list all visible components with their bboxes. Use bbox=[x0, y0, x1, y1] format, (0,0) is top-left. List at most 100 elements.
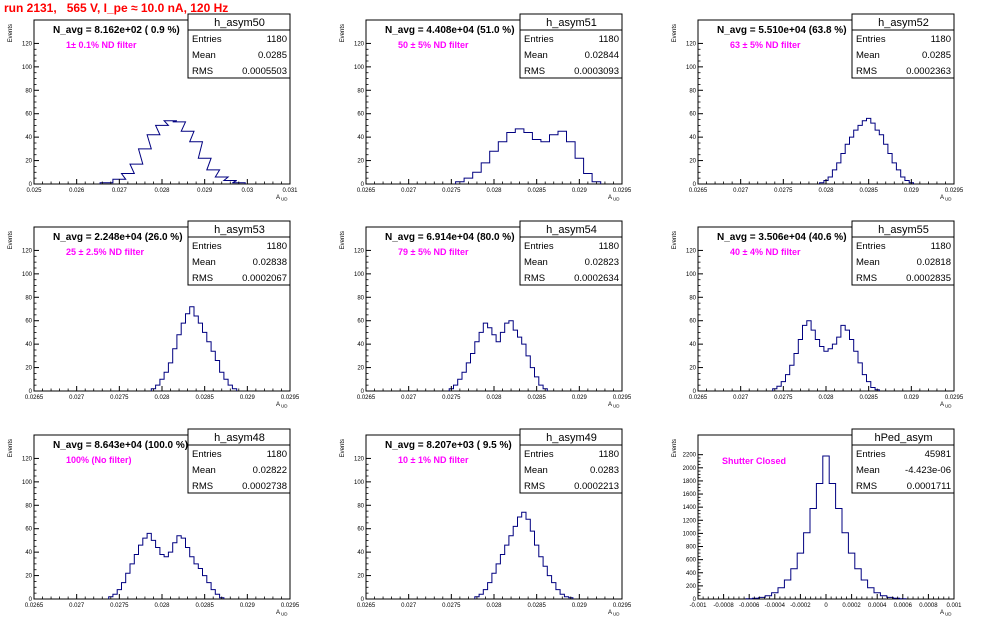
x-axis-label: A bbox=[940, 610, 944, 616]
x-tick-label: 0.027 bbox=[69, 395, 85, 401]
stats-value-rms: 0.0002213 bbox=[574, 481, 619, 492]
x-tick-label: 0.0265 bbox=[25, 603, 44, 609]
stats-value-rms: 0.0002067 bbox=[242, 273, 287, 284]
stats-value-entries: 1180 bbox=[267, 241, 287, 252]
stats-label-mean: Mean bbox=[192, 465, 216, 476]
x-axis-label: A bbox=[940, 402, 944, 408]
navg-label: N_avg = 2.248e+04 (26.0 %) bbox=[53, 232, 183, 243]
x-tick-label: 0.0265 bbox=[689, 188, 708, 194]
y-tick-label: 20 bbox=[25, 574, 32, 580]
stats-value-rms: 0.0002634 bbox=[574, 273, 619, 284]
stats-label-mean: Mean bbox=[192, 50, 216, 61]
stats-label-mean: Mean bbox=[524, 50, 548, 61]
x-tick-label: 0.0295 bbox=[281, 603, 300, 609]
x-tick-label: -0.0008 bbox=[713, 603, 734, 609]
y-tick-label: 120 bbox=[354, 248, 365, 254]
y-tick-label: 40 bbox=[357, 342, 364, 348]
stats-value-entries: 1180 bbox=[599, 449, 619, 460]
y-tick-label: 60 bbox=[25, 319, 32, 325]
stats-value-mean: -4.423e-06 bbox=[905, 465, 951, 476]
y-tick-label: 20 bbox=[689, 366, 696, 372]
stats-value-rms: 0.0005503 bbox=[242, 66, 287, 77]
y-tick-label: 60 bbox=[25, 112, 32, 118]
x-axis-label: A bbox=[940, 195, 944, 201]
y-tick-label: 0 bbox=[693, 182, 697, 188]
y-tick-label: 100 bbox=[686, 272, 697, 278]
x-axis-label: A bbox=[276, 195, 280, 201]
navg-label: N_avg = 8.643e+04 (100.0 %) bbox=[53, 440, 188, 451]
stats-label-entries: Entries bbox=[524, 34, 554, 45]
stats-value-rms: 0.0002738 bbox=[242, 481, 287, 492]
x-tick-label: 0.029 bbox=[197, 188, 213, 194]
stats-value-mean: 0.02844 bbox=[585, 50, 619, 61]
y-tick-label: 1800 bbox=[683, 479, 697, 485]
stats-label-mean: Mean bbox=[192, 257, 216, 268]
y-tick-label: 100 bbox=[22, 272, 33, 278]
stats-value-entries: 1180 bbox=[931, 34, 951, 45]
histogram-svg: -0.001 -0.0008 -0.0006 -0.0004 -0.0002 0 0.000… bbox=[672, 428, 962, 617]
y-tick-label: 1400 bbox=[683, 505, 697, 511]
x-tick-label: 0.027 bbox=[401, 188, 417, 194]
filter-label: Shutter Closed bbox=[722, 456, 786, 466]
histogram-name: h_asym55 bbox=[878, 224, 929, 236]
histogram-name: h_asym49 bbox=[546, 432, 597, 444]
histogram-line bbox=[745, 455, 907, 600]
y-tick-label: 600 bbox=[686, 558, 697, 564]
x-tick-label: 0.0275 bbox=[774, 188, 793, 194]
x-tick-label: -0.0006 bbox=[739, 603, 760, 609]
stats-label-entries: Entries bbox=[856, 241, 886, 252]
y-tick-label: 1200 bbox=[683, 518, 697, 524]
x-tick-label: 0.0295 bbox=[945, 188, 964, 194]
filter-label: 40 ± 4% ND filter bbox=[730, 247, 801, 257]
y-tick-label: 0 bbox=[361, 389, 365, 395]
histogram-svg: 0.0265 0.027 0.0275 0.028 0.0285 0.029 0.0295 0… bbox=[672, 220, 964, 409]
histogram-name: h_asym53 bbox=[214, 224, 265, 236]
x-tick-label: 0.03 bbox=[241, 188, 253, 194]
stats-value-mean: 0.0285 bbox=[258, 50, 287, 61]
x-tick-label: 0.0265 bbox=[357, 395, 376, 401]
stats-label-mean: Mean bbox=[524, 257, 548, 268]
stats-label-rms: RMS bbox=[524, 273, 545, 284]
x-tick-label: 0.0295 bbox=[945, 395, 964, 401]
y-tick-label: 0 bbox=[29, 597, 33, 603]
x-tick-label: 0.0285 bbox=[527, 603, 546, 609]
x-tick-label: 0.028 bbox=[154, 603, 170, 609]
x-tick-label: 0.0295 bbox=[613, 395, 632, 401]
x-tick-label: 0.0295 bbox=[613, 188, 632, 194]
y-tick-label: 20 bbox=[25, 159, 32, 165]
stats-box bbox=[187, 29, 291, 79]
stats-value-entries: 1180 bbox=[267, 34, 287, 45]
x-tick-label: 0.029 bbox=[572, 395, 588, 401]
y-tick-label: 60 bbox=[689, 319, 696, 325]
stats-label-rms: RMS bbox=[192, 66, 213, 77]
y-tick-label: 2000 bbox=[683, 466, 697, 472]
histogram-panel-h_asym55: 0.0265 0.027 0.0275 0.028 0.0285 0.029 0.0295 0… bbox=[664, 207, 996, 414]
y-tick-label: 120 bbox=[22, 456, 33, 462]
x-tick-label: -0.001 bbox=[689, 603, 707, 609]
histogram-line bbox=[819, 117, 914, 184]
y-tick-label: 80 bbox=[25, 503, 32, 509]
y-tick-label: 800 bbox=[686, 545, 697, 551]
histogram-name: h_asym50 bbox=[214, 17, 265, 29]
stats-value-entries: 1180 bbox=[599, 34, 619, 45]
x-tick-label: 0.0002 bbox=[842, 603, 861, 609]
stats-label-entries: Entries bbox=[192, 241, 222, 252]
y-tick-label: 1600 bbox=[683, 492, 697, 498]
x-tick-label: 0.0285 bbox=[195, 603, 214, 609]
histogram-svg: 0.0265 0.027 0.0275 0.028 0.0285 0.029 0.0295 0… bbox=[8, 220, 300, 409]
x-tick-label: 0.0285 bbox=[195, 395, 214, 401]
y-tick-label: 20 bbox=[357, 159, 364, 165]
x-axis-label-subscript: UD bbox=[613, 612, 620, 617]
x-tick-label: 0.027 bbox=[733, 395, 749, 401]
stats-value-mean: 0.0283 bbox=[590, 465, 619, 476]
x-axis-label-subscript: UD bbox=[945, 197, 952, 202]
y-tick-label: 40 bbox=[689, 135, 696, 141]
x-tick-label: 0.025 bbox=[26, 188, 42, 194]
y-axis-label: Events bbox=[672, 24, 678, 42]
y-axis-label: Events bbox=[672, 439, 678, 457]
x-tick-label: 0.029 bbox=[572, 603, 588, 609]
stats-value-mean: 0.0285 bbox=[922, 50, 951, 61]
histogram-line bbox=[772, 320, 880, 391]
navg-label: N_avg = 8.162e+02 ( 0.9 %) bbox=[53, 25, 180, 36]
y-tick-label: 80 bbox=[357, 295, 364, 301]
